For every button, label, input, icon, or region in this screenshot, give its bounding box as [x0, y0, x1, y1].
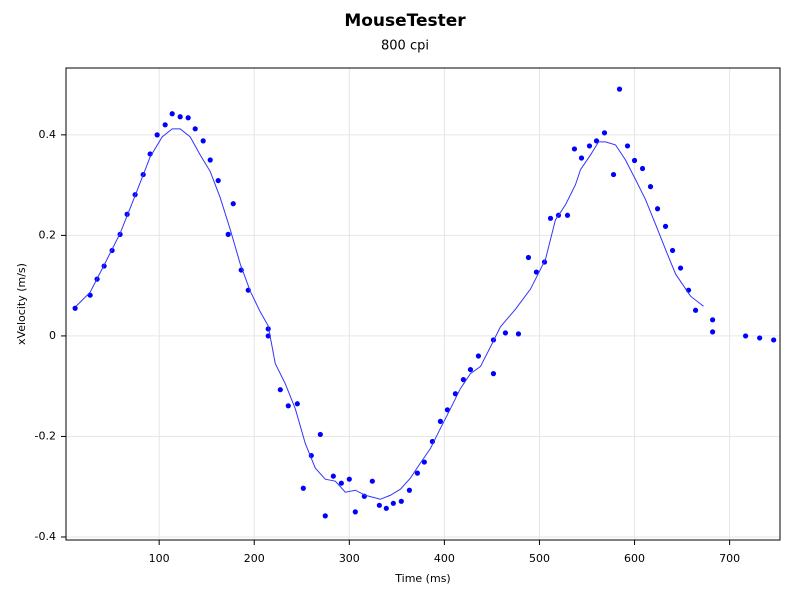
- data-point: [369, 478, 375, 484]
- data-point: [390, 500, 396, 506]
- data-point: [200, 138, 206, 144]
- data-point: [647, 184, 654, 190]
- data-point: [639, 165, 646, 172]
- x-tick-label: 300: [339, 552, 360, 565]
- data-point: [525, 254, 532, 261]
- y-tick-label: 0.2: [39, 228, 57, 241]
- data-point: [490, 371, 497, 377]
- data-point: [616, 86, 623, 92]
- data-point: [352, 509, 358, 515]
- data-point: [169, 111, 175, 117]
- data-point: [771, 337, 777, 343]
- data-point: [709, 317, 716, 323]
- data-point: [709, 329, 716, 335]
- data-point: [225, 231, 231, 237]
- y-tick-label: -0.4: [35, 530, 56, 543]
- x-tick-label: 600: [624, 552, 645, 565]
- line: [75, 128, 704, 500]
- data-point: [207, 157, 213, 163]
- data-point: [414, 470, 420, 476]
- data-point: [376, 502, 382, 508]
- data-point: [346, 476, 352, 482]
- data-point: [421, 459, 427, 465]
- data-point: [317, 431, 323, 438]
- data-point: [230, 201, 236, 207]
- data-point: [669, 247, 676, 254]
- data-point: [406, 487, 413, 493]
- data-point: [578, 155, 585, 161]
- data-point: [338, 480, 344, 486]
- data-point: [654, 206, 661, 212]
- data-point: [742, 333, 749, 339]
- data-point: [460, 377, 467, 383]
- data-point: [475, 353, 482, 359]
- data-point: [437, 418, 443, 424]
- x-axis-label: Time (ms): [394, 572, 450, 585]
- data-point: [398, 498, 404, 504]
- data-point: [631, 157, 638, 164]
- data-point: [285, 403, 291, 409]
- data-point: [467, 366, 474, 373]
- x-tick-label: 700: [719, 552, 740, 565]
- data-point: [330, 473, 336, 479]
- data-point: [277, 387, 283, 393]
- data-point: [515, 331, 522, 337]
- x-tick-label: 500: [529, 552, 550, 565]
- data-point: [610, 171, 617, 178]
- data-point: [624, 143, 631, 149]
- data-point: [383, 505, 389, 511]
- data-point: [185, 115, 191, 121]
- data-point: [564, 212, 571, 218]
- data-point: [533, 269, 540, 275]
- data-point: [547, 215, 554, 221]
- data-point: [300, 485, 306, 491]
- data-point: [571, 146, 578, 152]
- data-point: [502, 330, 509, 336]
- data-point: [586, 143, 593, 149]
- data-point: [162, 122, 168, 128]
- data-point: [601, 130, 608, 136]
- data-point: [154, 132, 160, 138]
- y-tick-label: 0.4: [39, 128, 57, 141]
- data-point: [72, 305, 78, 311]
- data-point: [294, 401, 300, 407]
- x-tick-label: 100: [149, 552, 170, 565]
- y-tick-label: 0: [49, 329, 56, 342]
- data-point: [215, 177, 221, 184]
- y-axis-label: xVelocity (m/s): [15, 263, 28, 345]
- data-point: [757, 335, 763, 341]
- data-point: [177, 114, 183, 120]
- plot-frame: [65, 67, 781, 541]
- x-tick-label: 200: [244, 552, 265, 565]
- data-point: [662, 223, 669, 229]
- chart-title: MouseTester: [344, 11, 466, 31]
- y-tick-label: -0.2: [35, 429, 56, 442]
- data-point: [692, 307, 699, 313]
- data-point: [192, 126, 198, 132]
- data-point: [677, 265, 684, 271]
- data-point: [322, 513, 328, 519]
- x-tick-label: 400: [434, 552, 455, 565]
- chart-subtitle: 800 cpi: [381, 39, 429, 54]
